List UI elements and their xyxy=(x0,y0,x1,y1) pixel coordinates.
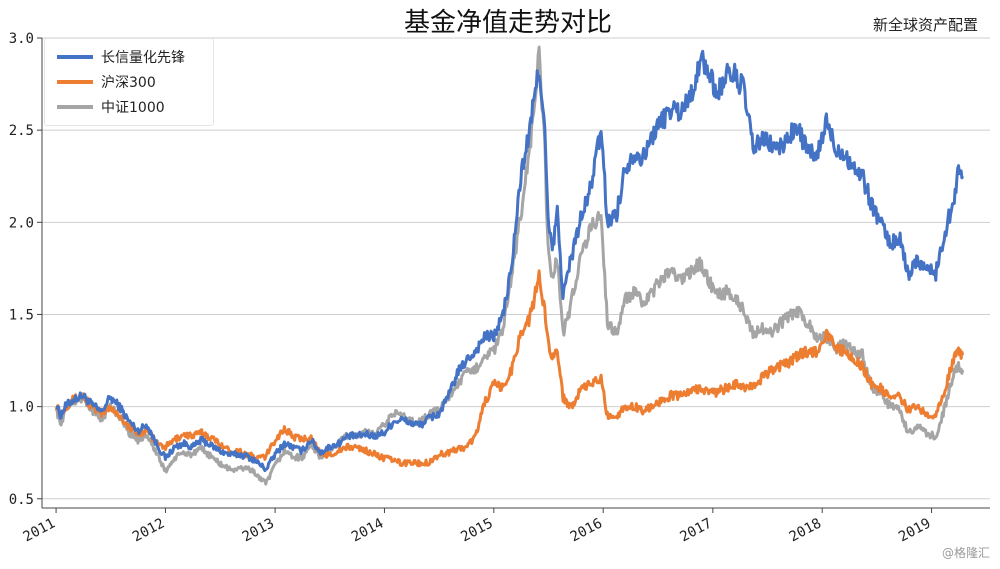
y-tick-label: 1.5 xyxy=(9,307,34,323)
legend-swatch-2 xyxy=(57,105,93,109)
y-tick-label: 2.0 xyxy=(9,215,34,231)
legend: 长信量化先锋 沪深300 中证1000 xyxy=(44,38,214,126)
x-tick-label: 2015 xyxy=(458,515,495,545)
y-tick-label: 3.0 xyxy=(9,31,34,47)
legend-swatch-0 xyxy=(57,55,93,59)
y-tick-label: 0.5 xyxy=(9,492,34,508)
x-tick-label: 2017 xyxy=(677,515,714,545)
x-tick-label: 2012 xyxy=(130,515,167,545)
legend-swatch-1 xyxy=(57,80,93,84)
y-tick-label: 1.0 xyxy=(9,400,34,416)
source-label: 新全球资产配置 xyxy=(872,16,978,34)
legend-item-2: 中证1000 xyxy=(57,97,165,117)
x-tick-label: 2011 xyxy=(21,515,58,545)
y-tick-label: 2.5 xyxy=(9,123,34,139)
x-tick-label: 2016 xyxy=(568,515,605,545)
legend-label-2: 中证1000 xyxy=(101,100,165,116)
legend-label-1: 沪深300 xyxy=(101,75,156,91)
x-tick-label: 2018 xyxy=(787,515,824,545)
legend-item-0: 长信量化先锋 xyxy=(57,47,185,67)
watermark: @格隆汇 xyxy=(941,546,990,560)
series-line-1 xyxy=(54,269,965,468)
legend-item-1: 沪深300 xyxy=(57,72,156,92)
series-line-2 xyxy=(54,45,965,486)
x-tick-label: 2014 xyxy=(349,515,386,545)
x-tick-label: 2019 xyxy=(896,515,933,545)
series-lines xyxy=(54,45,965,486)
series-line-0 xyxy=(55,49,965,473)
x-tick-label: 2013 xyxy=(240,515,277,545)
legend-label-0: 长信量化先锋 xyxy=(101,50,185,66)
chart-title: 基金净值走势对比 xyxy=(404,8,612,38)
axes xyxy=(37,37,990,513)
